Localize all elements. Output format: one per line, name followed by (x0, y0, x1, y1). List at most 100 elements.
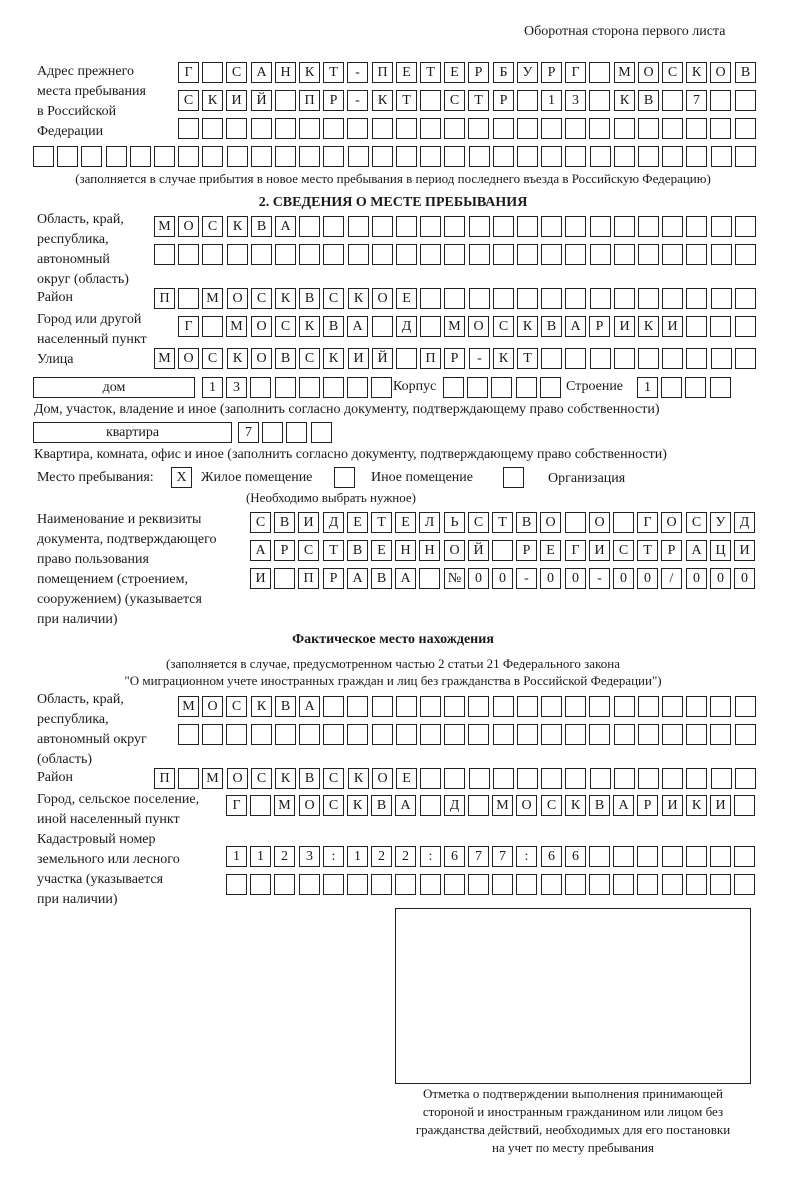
char-cell[interactable] (420, 90, 441, 111)
char-cell[interactable] (638, 724, 659, 745)
char-cell[interactable] (275, 90, 296, 111)
char-cell[interactable]: Е (396, 768, 417, 789)
char-cell[interactable] (614, 696, 635, 717)
char-cell[interactable] (468, 696, 489, 717)
char-cell[interactable]: И (614, 316, 635, 337)
char-cell[interactable] (565, 146, 586, 167)
char-cell[interactable]: В (251, 216, 272, 237)
char-cell[interactable] (178, 768, 199, 789)
char-cell[interactable] (686, 316, 707, 337)
char-cell[interactable]: К (614, 90, 635, 111)
char-cell[interactable]: О (444, 540, 465, 561)
char-cell[interactable]: В (323, 316, 344, 337)
char-cell[interactable]: С (299, 348, 320, 369)
char-cell[interactable] (711, 216, 732, 237)
char-cell[interactable]: 0 (613, 568, 634, 589)
char-cell[interactable] (444, 244, 465, 265)
char-cell[interactable]: К (348, 768, 369, 789)
char-cell[interactable]: С (323, 768, 344, 789)
char-cell[interactable] (469, 146, 490, 167)
char-cell[interactable] (614, 288, 635, 309)
char-cell[interactable] (711, 244, 732, 265)
char-cell[interactable] (540, 377, 561, 398)
char-cell[interactable] (492, 874, 513, 895)
char-cell[interactable]: Н (395, 540, 416, 561)
char-cell[interactable]: Р (516, 540, 537, 561)
char-cell[interactable] (420, 696, 441, 717)
char-cell[interactable] (251, 118, 272, 139)
char-cell[interactable]: Е (540, 540, 561, 561)
char-cell[interactable]: В (516, 512, 537, 533)
char-cell[interactable] (178, 724, 199, 745)
char-cell[interactable] (371, 377, 392, 398)
char-cell[interactable]: Г (565, 62, 586, 83)
char-cell[interactable] (396, 348, 417, 369)
char-cell[interactable] (347, 874, 368, 895)
char-cell[interactable] (323, 696, 344, 717)
char-cell[interactable] (735, 724, 756, 745)
char-cell[interactable] (735, 696, 756, 717)
char-cell[interactable] (517, 724, 538, 745)
char-cell[interactable] (589, 90, 610, 111)
char-cell[interactable]: Й (372, 348, 393, 369)
char-cell[interactable] (565, 768, 586, 789)
char-cell[interactable] (565, 696, 586, 717)
char-cell[interactable] (614, 348, 635, 369)
char-cell[interactable] (638, 244, 659, 265)
char-cell[interactable]: Е (347, 512, 368, 533)
char-cell[interactable] (517, 768, 538, 789)
char-cell[interactable] (444, 216, 465, 237)
char-cell[interactable] (541, 216, 562, 237)
char-cell[interactable]: О (251, 316, 272, 337)
char-cell[interactable] (444, 118, 465, 139)
char-cell[interactable] (323, 377, 344, 398)
char-cell[interactable] (323, 216, 344, 237)
char-cell[interactable] (541, 348, 562, 369)
char-cell[interactable]: Д (444, 795, 465, 816)
char-cell[interactable]: М (226, 316, 247, 337)
char-cell[interactable] (541, 288, 562, 309)
char-cell[interactable] (541, 118, 562, 139)
char-cell[interactable]: О (202, 696, 223, 717)
char-cell[interactable]: 2 (274, 846, 295, 867)
char-cell[interactable] (662, 216, 683, 237)
char-cell[interactable]: К (227, 348, 248, 369)
char-cell[interactable] (565, 288, 586, 309)
char-cell[interactable]: Т (420, 62, 441, 83)
char-cell[interactable]: С (323, 795, 344, 816)
char-cell[interactable]: В (371, 795, 392, 816)
char-cell[interactable] (541, 874, 562, 895)
char-cell[interactable] (662, 118, 683, 139)
char-cell[interactable]: К (638, 316, 659, 337)
char-cell[interactable] (711, 288, 732, 309)
char-cell[interactable]: И (589, 540, 610, 561)
char-cell[interactable] (614, 216, 635, 237)
char-cell[interactable]: М (202, 288, 223, 309)
char-cell[interactable] (589, 62, 610, 83)
char-cell[interactable]: С (468, 512, 489, 533)
char-cell[interactable]: С (298, 540, 319, 561)
char-cell[interactable]: Е (371, 540, 392, 561)
char-cell[interactable]: 6 (565, 846, 586, 867)
char-cell[interactable]: А (275, 216, 296, 237)
char-cell[interactable] (443, 377, 464, 398)
char-cell[interactable]: В (347, 540, 368, 561)
char-cell[interactable] (565, 348, 586, 369)
char-cell[interactable]: К (517, 316, 538, 337)
char-cell[interactable]: 0 (686, 568, 707, 589)
char-cell[interactable] (516, 874, 537, 895)
char-cell[interactable] (662, 288, 683, 309)
char-cell[interactable] (468, 118, 489, 139)
char-cell[interactable]: И (734, 540, 755, 561)
char-cell[interactable] (251, 244, 272, 265)
char-cell[interactable] (541, 724, 562, 745)
char-cell[interactable]: Л (419, 512, 440, 533)
char-cell[interactable] (251, 146, 272, 167)
char-cell[interactable] (274, 874, 295, 895)
char-cell[interactable] (372, 724, 393, 745)
char-cell[interactable]: К (323, 348, 344, 369)
char-cell[interactable]: Т (323, 62, 344, 83)
char-cell[interactable] (202, 724, 223, 745)
char-cell[interactable]: 0 (710, 568, 731, 589)
char-cell[interactable] (517, 118, 538, 139)
